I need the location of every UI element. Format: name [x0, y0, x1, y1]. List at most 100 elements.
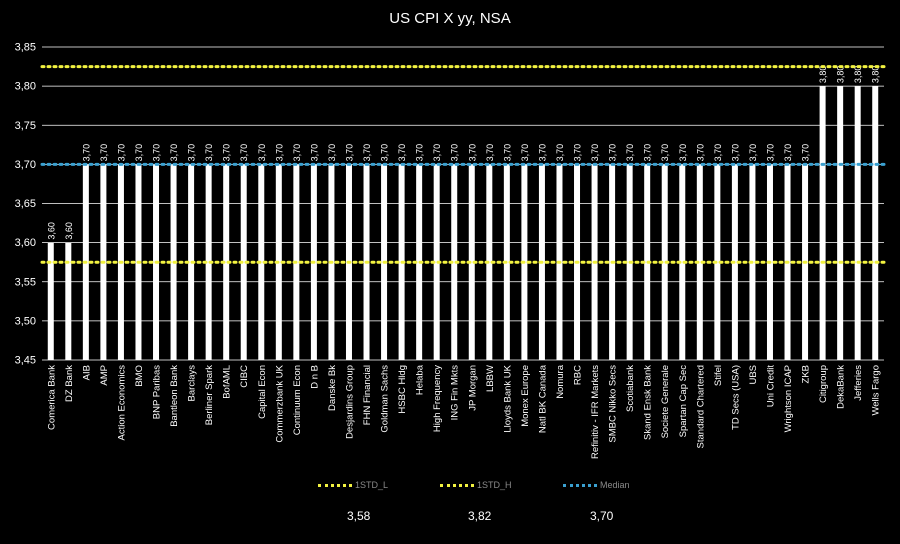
bar — [679, 164, 686, 360]
category-label: Societe Generale — [660, 365, 671, 438]
category-label: BMO — [134, 365, 145, 387]
bar — [451, 164, 458, 360]
bar-value-label: 3,70 — [292, 144, 302, 162]
legend-1std-l: 1STD_L — [318, 480, 388, 490]
y-tick-label: 3,45 — [15, 355, 36, 367]
bar-value-label: 3,70 — [239, 144, 249, 162]
y-tick-label: 3,70 — [15, 159, 36, 171]
bar-value-label: 3,70 — [467, 144, 477, 162]
bar-value-label: 3,70 — [783, 144, 793, 162]
bar-value-label: 3,70 — [695, 144, 705, 162]
category-label: Uni Credit — [765, 365, 776, 408]
bar-value-label: 3,70 — [537, 144, 547, 162]
y-tick-label: 3,55 — [15, 276, 36, 288]
bar-value-label: 3,70 — [380, 144, 390, 162]
y-tick-label: 3,80 — [15, 81, 36, 93]
y-tick-label: 3,75 — [15, 120, 36, 132]
category-label: Goldman Sachs — [380, 365, 391, 433]
category-label: Capital Econ — [257, 365, 268, 419]
category-label: ZKB — [801, 365, 812, 383]
legend-1std-l-swatch — [318, 484, 352, 488]
category-label: Action Economics — [116, 365, 127, 441]
bar-value-label: 3,70 — [344, 144, 354, 162]
category-label: Nomura — [555, 364, 566, 399]
bar-value-label: 3,70 — [485, 144, 495, 162]
bar-value-label: 3,70 — [81, 144, 91, 162]
category-label: Stifel — [713, 365, 724, 386]
bar — [696, 164, 703, 360]
category-label: Danske Bk — [327, 365, 338, 411]
category-label: Scotiabank — [625, 365, 636, 412]
bar-value-label: 3,70 — [99, 144, 109, 162]
category-label: Skand Ensk Bank — [643, 365, 654, 440]
y-tick-label: 3,60 — [15, 237, 36, 249]
bar-value-label: 3,70 — [660, 144, 670, 162]
bar — [837, 86, 844, 360]
category-label: Wrightson ICAP — [783, 365, 794, 432]
legend-median-swatch — [563, 484, 597, 488]
stat-median: 3,70 — [590, 509, 614, 523]
bar-value-label: 3,70 — [187, 144, 197, 162]
bar-value-label: 3,80 — [818, 66, 828, 84]
category-label: UBS — [748, 365, 759, 385]
bar — [468, 164, 475, 360]
bar-value-label: 3,70 — [801, 144, 811, 162]
category-label: D n B — [309, 365, 320, 389]
bar-value-label: 3,70 — [222, 144, 232, 162]
category-label: HSBC Hldg — [397, 365, 408, 414]
category-label: Barclays — [187, 365, 198, 402]
category-label: Berliner Spark — [204, 365, 215, 425]
category-label: TD Secs (USA) — [730, 365, 741, 430]
stat-1std-h: 3,82 — [468, 509, 492, 523]
bar-value-label: 3,60 — [46, 222, 56, 240]
legend-1std-l-label: 1STD_L — [355, 480, 389, 490]
category-label: JP Morgan — [467, 365, 478, 411]
category-label: BNP Paribas — [152, 365, 163, 419]
category-label: ING Fin Mkts — [450, 365, 461, 421]
y-tick-label: 3,65 — [15, 198, 36, 210]
bar-value-label: 3,70 — [152, 144, 162, 162]
bar-value-label: 3,70 — [415, 144, 425, 162]
bar-value-label: 3,70 — [643, 144, 653, 162]
bar — [223, 164, 230, 360]
category-label: RBC — [573, 365, 584, 385]
category-label: DekaBank — [836, 365, 847, 409]
bar-value-label: 3,70 — [134, 144, 144, 162]
bar-value-label: 3,70 — [765, 144, 775, 162]
legend-1std-h: 1STD_H — [440, 480, 512, 490]
bar-value-label: 3,70 — [432, 144, 442, 162]
category-label: High Frequency — [432, 365, 443, 432]
category-label: Continuum Econ — [292, 365, 303, 435]
bar-value-label: 3,70 — [573, 144, 583, 162]
bar-value-label: 3,70 — [608, 144, 618, 162]
bar-value-label: 3,80 — [836, 66, 846, 84]
bar-value-label: 3,70 — [730, 144, 740, 162]
category-label: Comerica Bank — [46, 365, 57, 430]
category-label: Bantleon Bank — [169, 365, 180, 427]
bar-value-label: 3,70 — [502, 144, 512, 162]
bar — [819, 86, 826, 360]
bar-value-label: 3,70 — [590, 144, 600, 162]
category-label: Wells Fargo — [871, 365, 882, 416]
chart-title: US CPI X yy, NSA — [389, 10, 511, 27]
bar-value-label: 3,70 — [274, 144, 284, 162]
bar — [65, 242, 72, 360]
bar-value-label: 3,70 — [309, 144, 319, 162]
bar-value-label: 3,70 — [625, 144, 635, 162]
category-label: BofAML — [222, 365, 233, 399]
category-label: LBBW — [485, 365, 496, 392]
category-label: Jefferies — [853, 365, 864, 401]
category-label: Citigroup — [818, 365, 829, 403]
category-label: Helaba — [415, 364, 426, 395]
bar-value-label: 3,70 — [204, 144, 214, 162]
category-label: Spartan Cap Sec — [678, 365, 689, 438]
y-tick-label: 3,85 — [15, 42, 36, 54]
category-label: Commerzbank UK — [274, 364, 285, 442]
category-label: Natl BK Canada — [537, 364, 548, 433]
category-label: SMBC Nikko Secs — [608, 365, 619, 443]
bar-value-label: 3,70 — [713, 144, 723, 162]
bar-value-label: 3,70 — [450, 144, 460, 162]
category-label: DZ Bank — [64, 365, 75, 402]
bar-value-label: 3,60 — [64, 222, 74, 240]
